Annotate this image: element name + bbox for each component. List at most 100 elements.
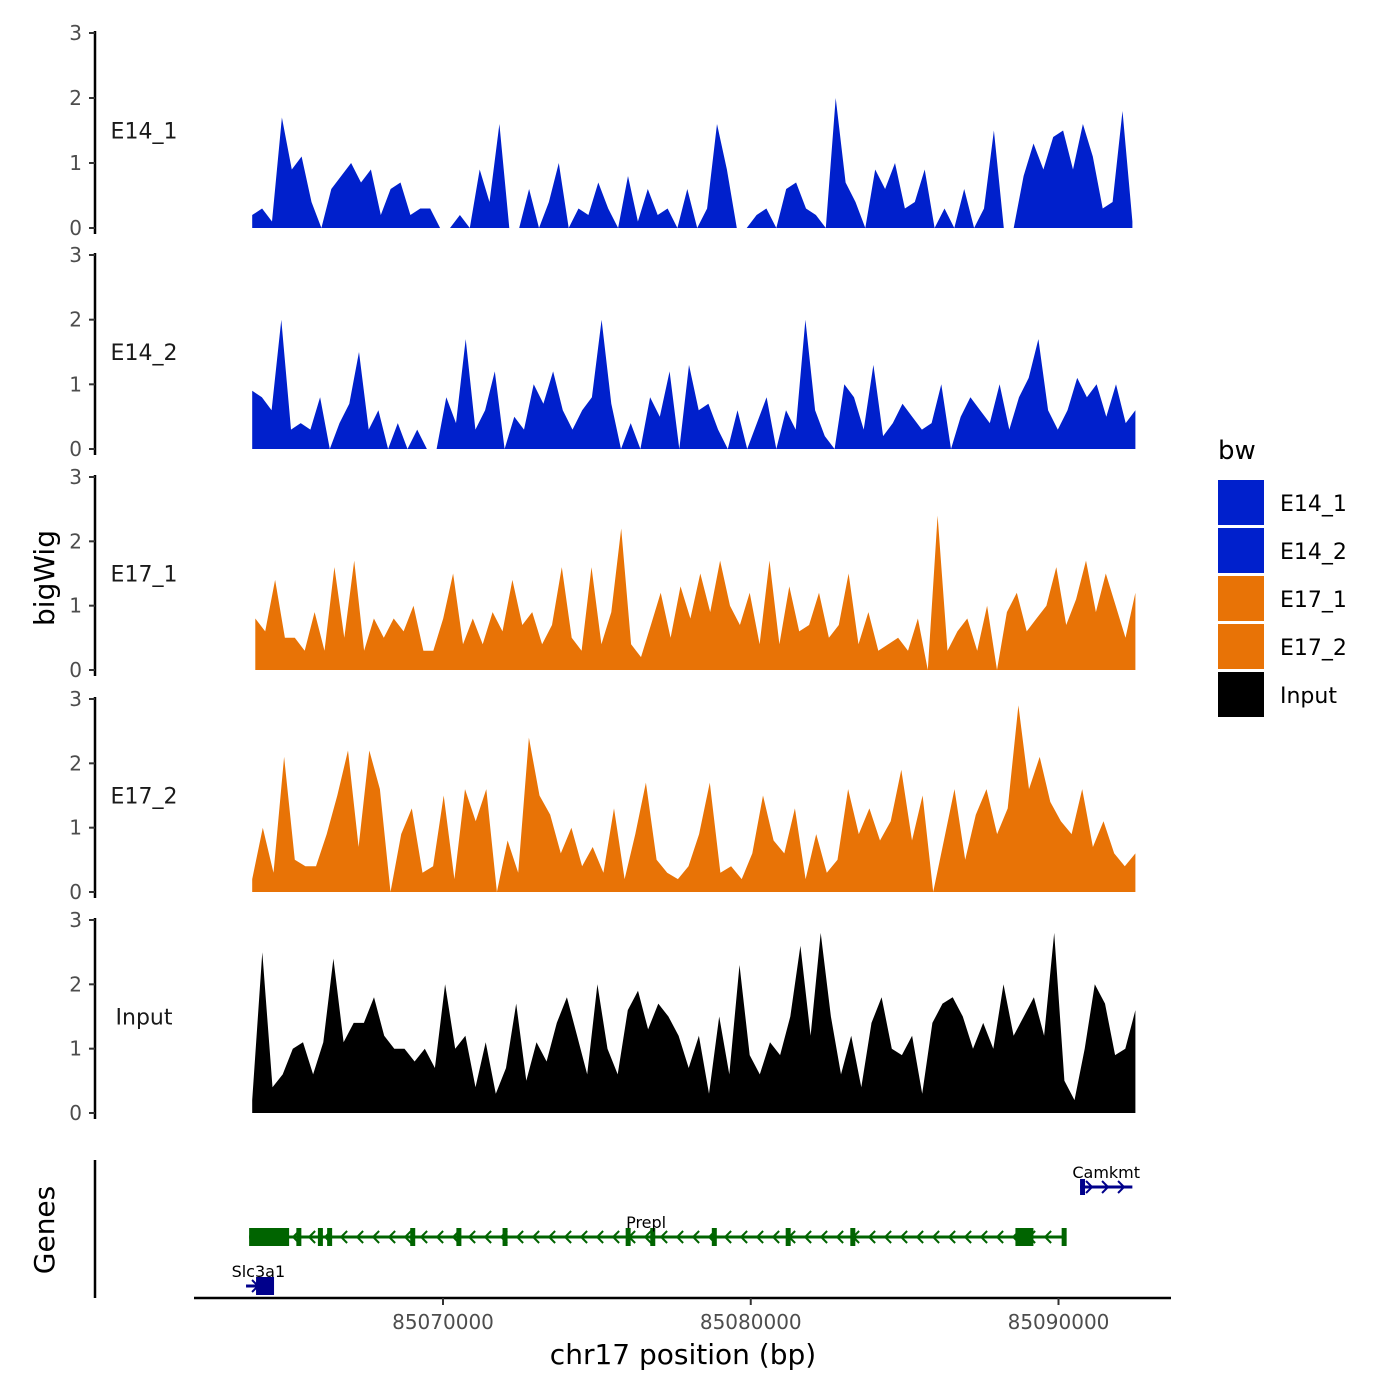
y-axis-5: 0 1 2 3 bbox=[69, 908, 97, 1125]
legend-swatch bbox=[1218, 480, 1264, 525]
legend-swatch bbox=[1218, 576, 1264, 621]
strand-chevron bbox=[931, 1230, 940, 1244]
y-tick-label: 1 bbox=[69, 1037, 82, 1061]
genes-panel-title: Genes bbox=[28, 1186, 61, 1274]
exon bbox=[625, 1228, 631, 1246]
gene-label: Slc3a1 bbox=[232, 1262, 286, 1281]
strand-chevron bbox=[771, 1230, 780, 1244]
strand-chevron bbox=[307, 1230, 316, 1244]
exon bbox=[317, 1228, 323, 1246]
exon bbox=[711, 1228, 717, 1246]
legend-swatch bbox=[1218, 672, 1264, 717]
y-tick-label: 0 bbox=[69, 658, 82, 682]
y-tick-label: 0 bbox=[69, 216, 82, 240]
y-tick-label: 2 bbox=[69, 308, 82, 332]
strand-chevron bbox=[371, 1230, 380, 1244]
y-tick-label: 2 bbox=[69, 529, 82, 553]
track-label: E14_1 bbox=[111, 120, 178, 145]
strand-chevron bbox=[435, 1230, 444, 1244]
strand-chevron bbox=[563, 1230, 572, 1244]
strand-chevron bbox=[1085, 1180, 1094, 1194]
exon bbox=[256, 1277, 275, 1295]
signal-area bbox=[252, 705, 1136, 892]
exon bbox=[249, 1228, 290, 1246]
y-tick-label: 0 bbox=[69, 880, 82, 904]
gene-panel: Camkmt Prepl Slc3a1 bbox=[232, 1163, 1140, 1295]
y-axis-4: 0 1 2 3 bbox=[69, 687, 97, 904]
strand-chevron bbox=[867, 1230, 876, 1244]
legend-item-input: Input bbox=[1218, 672, 1337, 717]
strand-chevron bbox=[979, 1230, 988, 1244]
legend-item-e14-2: E14_2 bbox=[1218, 528, 1347, 573]
y-tick-label: 1 bbox=[69, 816, 82, 840]
track-e17-2: E17_2 bbox=[111, 705, 1136, 892]
strand-chevron bbox=[883, 1230, 892, 1244]
y-tick-label: 3 bbox=[69, 908, 82, 932]
strand-chevron bbox=[515, 1230, 524, 1244]
strand-chevron bbox=[1117, 1180, 1126, 1194]
strand-chevron bbox=[1101, 1180, 1110, 1194]
y-tick-label: 1 bbox=[69, 372, 82, 396]
legend-swatch bbox=[1218, 624, 1264, 669]
strand-chevron bbox=[643, 1230, 652, 1244]
track-e14-2: E14_2 bbox=[111, 319, 1136, 449]
y-axis-2: 0 1 2 3 bbox=[69, 243, 97, 461]
y-tick-label: 2 bbox=[69, 86, 82, 110]
strand-chevron bbox=[419, 1230, 428, 1244]
y-tick-label: 2 bbox=[69, 972, 82, 996]
exon bbox=[502, 1228, 508, 1246]
strand-chevron bbox=[659, 1230, 668, 1244]
x-tick-label: 85080000 bbox=[700, 1310, 802, 1334]
y-tick-label: 3 bbox=[69, 687, 82, 711]
signal-area bbox=[255, 515, 1136, 670]
y-tick-label: 0 bbox=[69, 437, 82, 461]
legend: bw E14_1 E14_2 E17_1 E17_2 Input bbox=[1218, 436, 1347, 717]
legend-label: E14_2 bbox=[1280, 540, 1347, 565]
exon bbox=[277, 1228, 283, 1246]
exon bbox=[1015, 1228, 1034, 1246]
strand-chevron bbox=[531, 1230, 540, 1244]
y-tick-label: 0 bbox=[69, 1101, 82, 1125]
strand-chevron bbox=[915, 1230, 924, 1244]
strand-chevron bbox=[611, 1230, 620, 1244]
signal-area bbox=[252, 98, 1133, 228]
track-input: Input bbox=[116, 932, 1136, 1113]
strand-chevron bbox=[723, 1230, 732, 1244]
strand-chevron bbox=[387, 1230, 396, 1244]
y-tick-label: 1 bbox=[69, 594, 82, 618]
track-label: E17_2 bbox=[111, 785, 178, 810]
track-label: Input bbox=[116, 1006, 173, 1031]
legend-label: E17_2 bbox=[1280, 636, 1347, 661]
track-label: E14_2 bbox=[111, 341, 178, 366]
strand-chevron bbox=[403, 1230, 412, 1244]
track-e17-1: E17_1 bbox=[111, 515, 1136, 670]
gene-label: Prepl bbox=[626, 1213, 666, 1232]
exon bbox=[456, 1228, 462, 1246]
gene-label: Camkmt bbox=[1072, 1163, 1140, 1182]
legend-title: bw bbox=[1218, 436, 1256, 466]
strand-chevron bbox=[835, 1230, 844, 1244]
gene-prepl: Prepl bbox=[249, 1213, 1067, 1246]
exon bbox=[650, 1228, 656, 1246]
exon bbox=[1061, 1228, 1067, 1246]
strand-chevron bbox=[339, 1230, 348, 1244]
exon bbox=[410, 1228, 416, 1246]
y-tick-label: 3 bbox=[69, 465, 82, 489]
exon bbox=[296, 1228, 302, 1246]
y-tick-label: 1 bbox=[69, 151, 82, 175]
strand-chevron bbox=[755, 1230, 764, 1244]
y-axis-1: 0 1 2 3 bbox=[69, 21, 97, 240]
legend-label: Input bbox=[1280, 684, 1337, 709]
strand-chevron bbox=[675, 1230, 684, 1244]
gene-slc3a1: Slc3a1 bbox=[232, 1262, 286, 1295]
strand-chevron bbox=[547, 1230, 556, 1244]
strand-chevron bbox=[1043, 1230, 1052, 1244]
x-axis-title: chr17 position (bp) bbox=[550, 1338, 816, 1371]
strand-chevron bbox=[819, 1230, 828, 1244]
strand-chevron bbox=[483, 1230, 492, 1244]
x-tick-label: 85070000 bbox=[392, 1310, 494, 1334]
x-tick-label: 85090000 bbox=[1008, 1310, 1110, 1334]
y-tick-label: 3 bbox=[69, 21, 82, 45]
strand-chevron bbox=[995, 1230, 1004, 1244]
